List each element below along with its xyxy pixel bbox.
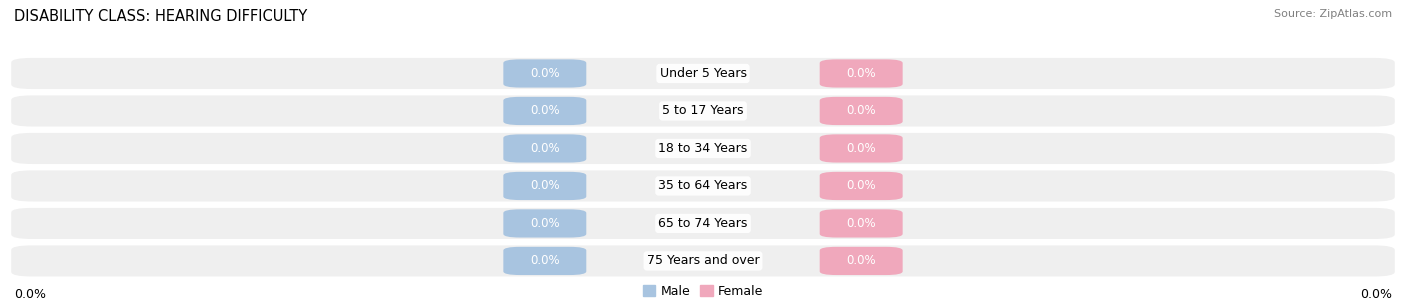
Text: 75 Years and over: 75 Years and over bbox=[647, 254, 759, 268]
Text: 65 to 74 Years: 65 to 74 Years bbox=[658, 217, 748, 230]
Text: 0.0%: 0.0% bbox=[530, 67, 560, 80]
Text: 0.0%: 0.0% bbox=[530, 179, 560, 192]
FancyBboxPatch shape bbox=[503, 59, 586, 88]
FancyBboxPatch shape bbox=[503, 134, 586, 163]
FancyBboxPatch shape bbox=[820, 247, 903, 275]
Text: 0.0%: 0.0% bbox=[530, 105, 560, 117]
FancyBboxPatch shape bbox=[503, 209, 586, 237]
Text: 0.0%: 0.0% bbox=[1360, 288, 1392, 301]
FancyBboxPatch shape bbox=[820, 59, 903, 88]
FancyBboxPatch shape bbox=[503, 247, 586, 275]
Text: 0.0%: 0.0% bbox=[846, 217, 876, 230]
Text: 0.0%: 0.0% bbox=[530, 142, 560, 155]
Text: 0.0%: 0.0% bbox=[846, 105, 876, 117]
FancyBboxPatch shape bbox=[820, 97, 903, 125]
Text: 0.0%: 0.0% bbox=[846, 142, 876, 155]
Text: 18 to 34 Years: 18 to 34 Years bbox=[658, 142, 748, 155]
Text: Under 5 Years: Under 5 Years bbox=[659, 67, 747, 80]
Legend: Male, Female: Male, Female bbox=[643, 285, 763, 298]
FancyBboxPatch shape bbox=[11, 208, 1395, 239]
FancyBboxPatch shape bbox=[820, 134, 903, 163]
Text: 0.0%: 0.0% bbox=[530, 217, 560, 230]
FancyBboxPatch shape bbox=[11, 245, 1395, 277]
Text: 5 to 17 Years: 5 to 17 Years bbox=[662, 105, 744, 117]
Text: 0.0%: 0.0% bbox=[846, 254, 876, 268]
FancyBboxPatch shape bbox=[11, 95, 1395, 126]
Text: DISABILITY CLASS: HEARING DIFFICULTY: DISABILITY CLASS: HEARING DIFFICULTY bbox=[14, 9, 308, 24]
FancyBboxPatch shape bbox=[11, 133, 1395, 164]
FancyBboxPatch shape bbox=[820, 209, 903, 237]
FancyBboxPatch shape bbox=[820, 172, 903, 200]
FancyBboxPatch shape bbox=[503, 97, 586, 125]
Text: 0.0%: 0.0% bbox=[14, 288, 46, 301]
Text: 0.0%: 0.0% bbox=[846, 67, 876, 80]
Text: 0.0%: 0.0% bbox=[846, 179, 876, 192]
FancyBboxPatch shape bbox=[503, 172, 586, 200]
FancyBboxPatch shape bbox=[11, 171, 1395, 202]
Text: 0.0%: 0.0% bbox=[530, 254, 560, 268]
Text: 35 to 64 Years: 35 to 64 Years bbox=[658, 179, 748, 192]
FancyBboxPatch shape bbox=[11, 58, 1395, 89]
Text: Source: ZipAtlas.com: Source: ZipAtlas.com bbox=[1274, 9, 1392, 19]
